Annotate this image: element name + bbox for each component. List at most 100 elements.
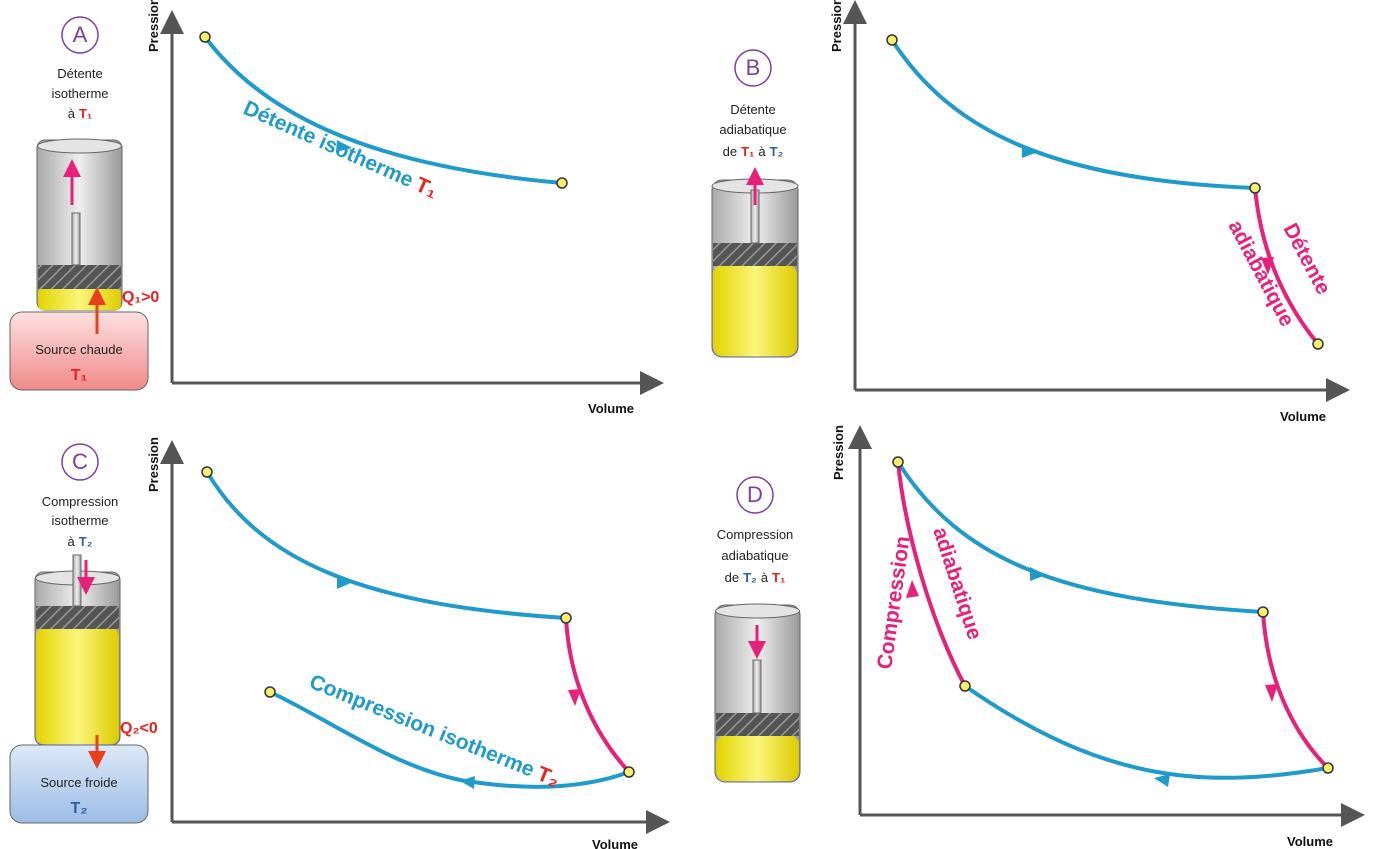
- cylinder: [711, 167, 799, 358]
- x-axis-label: Volume: [1280, 409, 1326, 424]
- state-point: [892, 456, 904, 468]
- caption-word: de: [723, 144, 737, 159]
- panel-letter: A: [73, 22, 88, 47]
- adiabat-curve: [1261, 611, 1330, 770]
- caption-temp: T₂: [770, 144, 784, 159]
- state-point: [959, 680, 971, 692]
- cylinder-part: [72, 554, 82, 607]
- isotherm-curve: [896, 460, 1264, 614]
- caption-temp: T₂: [743, 570, 757, 585]
- curve-arrow: [1030, 567, 1046, 581]
- heat-source: [9, 311, 149, 391]
- heat-label: Q₁>0: [122, 289, 159, 306]
- cylinder-part: [38, 265, 121, 289]
- adiabat-curve: [896, 461, 967, 687]
- caption-temp: T₁: [772, 570, 785, 585]
- caption: isotherme: [51, 86, 108, 101]
- caption: Détente: [730, 102, 776, 117]
- panel-a: A Détente isotherme à T₁ Source chaude T₁…: [9, 0, 664, 416]
- y-axis-label: Pression: [146, 0, 161, 52]
- cylinder-part: [38, 288, 121, 310]
- caption: Compression: [42, 494, 119, 509]
- cylinder: [36, 138, 123, 311]
- curve-arrow: [1022, 145, 1038, 158]
- cylinder-part: [752, 659, 762, 714]
- caption-word: à: [68, 534, 76, 549]
- caption: Compression: [717, 527, 794, 542]
- curve-label-text: Détente isotherme: [240, 97, 417, 193]
- caption-temp: T₁: [79, 106, 92, 121]
- curve-label-text: Compression isotherme: [306, 670, 538, 781]
- cylinder-part: [36, 628, 119, 744]
- cylinder-part: [713, 243, 797, 266]
- source-name: Source chaude: [35, 342, 122, 357]
- panel-letter: D: [747, 482, 763, 507]
- heat-label: Q₂<0: [120, 720, 158, 737]
- curve-label: Compression: [873, 535, 914, 671]
- curve-arrow: [568, 689, 581, 706]
- cylinder: [34, 554, 121, 746]
- state-point: [560, 612, 572, 624]
- panel-d: D Compression adiabatique de T₂ à T₁ Pressi…: [714, 425, 1365, 849]
- source-name: Source froide: [40, 775, 117, 790]
- cylinder-part: [715, 603, 800, 619]
- panel-letter: C: [72, 449, 88, 474]
- caption: isotherme: [51, 513, 108, 528]
- caption: de T₁ à T₂: [723, 144, 784, 159]
- cold-source: [9, 744, 149, 824]
- caption: à T₁: [68, 106, 93, 121]
- state-point: [1257, 606, 1269, 618]
- cylinder-part: [37, 138, 122, 154]
- letter-circle: [61, 16, 99, 54]
- curve-label: Détente: [1279, 220, 1335, 299]
- source-temp: T₂: [71, 800, 88, 817]
- curve-arrow: [336, 140, 352, 152]
- source-temp: T₁: [71, 367, 88, 384]
- isotherm-curve: [890, 38, 1256, 190]
- state-point: [1249, 182, 1261, 194]
- x-axis-label: Volume: [592, 837, 638, 849]
- state-point: [886, 34, 898, 46]
- cylinder-part: [716, 713, 799, 736]
- caption-word: à: [68, 106, 76, 121]
- curve-label: Détente isothermeT₁: [240, 97, 441, 203]
- cylinder-part: [71, 212, 81, 266]
- cylinder-part: [713, 265, 797, 356]
- adiabat-curve: [564, 617, 631, 774]
- panel-letter: B: [746, 55, 761, 80]
- panel-b: B Détente adiabatique de T₁ à T₂ Pression V…: [711, 0, 1350, 424]
- cylinder: [714, 603, 801, 783]
- state-point: [201, 466, 213, 478]
- caption: de T₂ à T₁: [725, 570, 786, 585]
- state-point: [264, 686, 276, 698]
- y-axis-label: Pression: [146, 437, 161, 492]
- caption-word: à: [761, 570, 769, 585]
- curve-arrow: [337, 575, 353, 589]
- isotherm-curve: [269, 690, 630, 789]
- y-axis-label: Pression: [831, 425, 846, 480]
- letter-circle: [736, 476, 774, 514]
- caption-word: à: [758, 144, 766, 159]
- state-point: [199, 31, 211, 43]
- curve-arrow: [460, 776, 475, 789]
- caption: Détente: [57, 66, 103, 81]
- curve-label-temp: T₁: [412, 173, 441, 203]
- caption: adiabatique: [721, 548, 788, 563]
- curve-arrow: [906, 580, 919, 598]
- curve-arrow: [1154, 774, 1170, 787]
- panel-c: C Compression isotherme à T₂ Source froid…: [9, 437, 670, 849]
- isotherm-curve: [203, 35, 563, 185]
- isotherm-curve: [963, 684, 1329, 780]
- x-axis-label: Volume: [1287, 834, 1333, 849]
- curve-arrow: [1265, 684, 1278, 702]
- caption-temp: T₁: [741, 144, 754, 159]
- cylinder-part: [36, 606, 119, 629]
- state-point: [1312, 338, 1324, 350]
- state-point: [623, 766, 635, 778]
- state-point: [1322, 762, 1334, 774]
- caption: adiabatique: [719, 122, 786, 137]
- state-point: [556, 177, 568, 189]
- curve-arrow: [1261, 257, 1274, 275]
